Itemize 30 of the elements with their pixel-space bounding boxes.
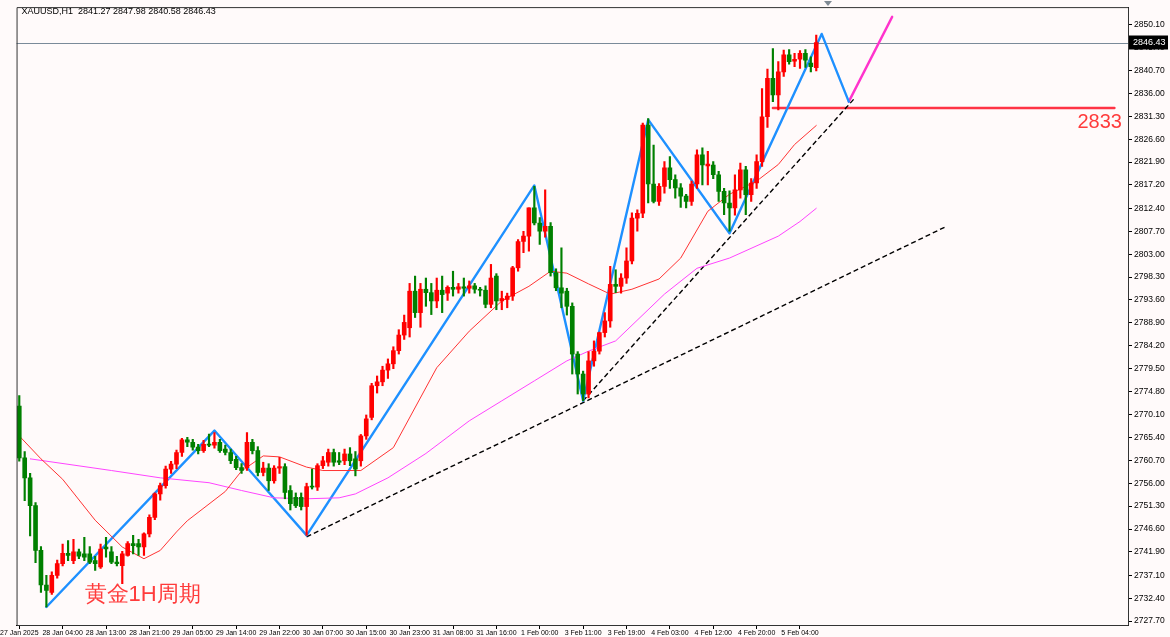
y-tick-label: 2756.00 (1134, 477, 1165, 488)
y-tick-label: 2765.40 (1134, 431, 1165, 442)
ref-line-label: 2846.43 (1133, 37, 1166, 48)
y-tick-label: 2788.90 (1134, 317, 1165, 328)
y-tick-label: 2727.70 (1134, 615, 1165, 626)
y-tick-label: 2751.30 (1134, 500, 1165, 511)
y-tick-label: 2821.90 (1134, 156, 1165, 167)
y-tick-label: 2798.30 (1134, 271, 1165, 282)
y-tick-label: 2737.10 (1134, 569, 1165, 580)
y-tick-label: 2807.70 (1134, 225, 1165, 236)
y-tick-label: 2779.50 (1134, 363, 1165, 374)
y-tick-label: 2760.70 (1134, 454, 1165, 465)
y-tick-label: 2793.60 (1134, 294, 1165, 305)
y-tick-label: 2817.20 (1134, 179, 1165, 190)
y-tick-label: 2774.80 (1134, 385, 1165, 396)
annotation: 2833 (1077, 109, 1122, 132)
y-tick-label: 2741.90 (1134, 546, 1165, 557)
y-tick-label: 2826.60 (1134, 133, 1165, 144)
y-tick-label: 2836.00 (1134, 87, 1165, 98)
y-tick-label: 2746.60 (1134, 523, 1165, 534)
y-tick-label: 2831.30 (1134, 110, 1165, 121)
y-tick-label: 2812.40 (1134, 202, 1165, 213)
y-tick-label: 2850.10 (1134, 18, 1165, 29)
y-tick-label: 2784.20 (1134, 340, 1165, 351)
annotation: 黄金1H周期 (84, 581, 201, 606)
y-tick-label: 2770.10 (1134, 408, 1165, 419)
y-tick-label: 2840.70 (1134, 64, 1165, 75)
y-tick-label: 2803.00 (1134, 248, 1165, 259)
y-tick-label: 2732.40 (1134, 592, 1165, 603)
chart-title: XAUUSD,H1 2841.27 2847.98 2840.58 2846.43 (21, 5, 216, 16)
